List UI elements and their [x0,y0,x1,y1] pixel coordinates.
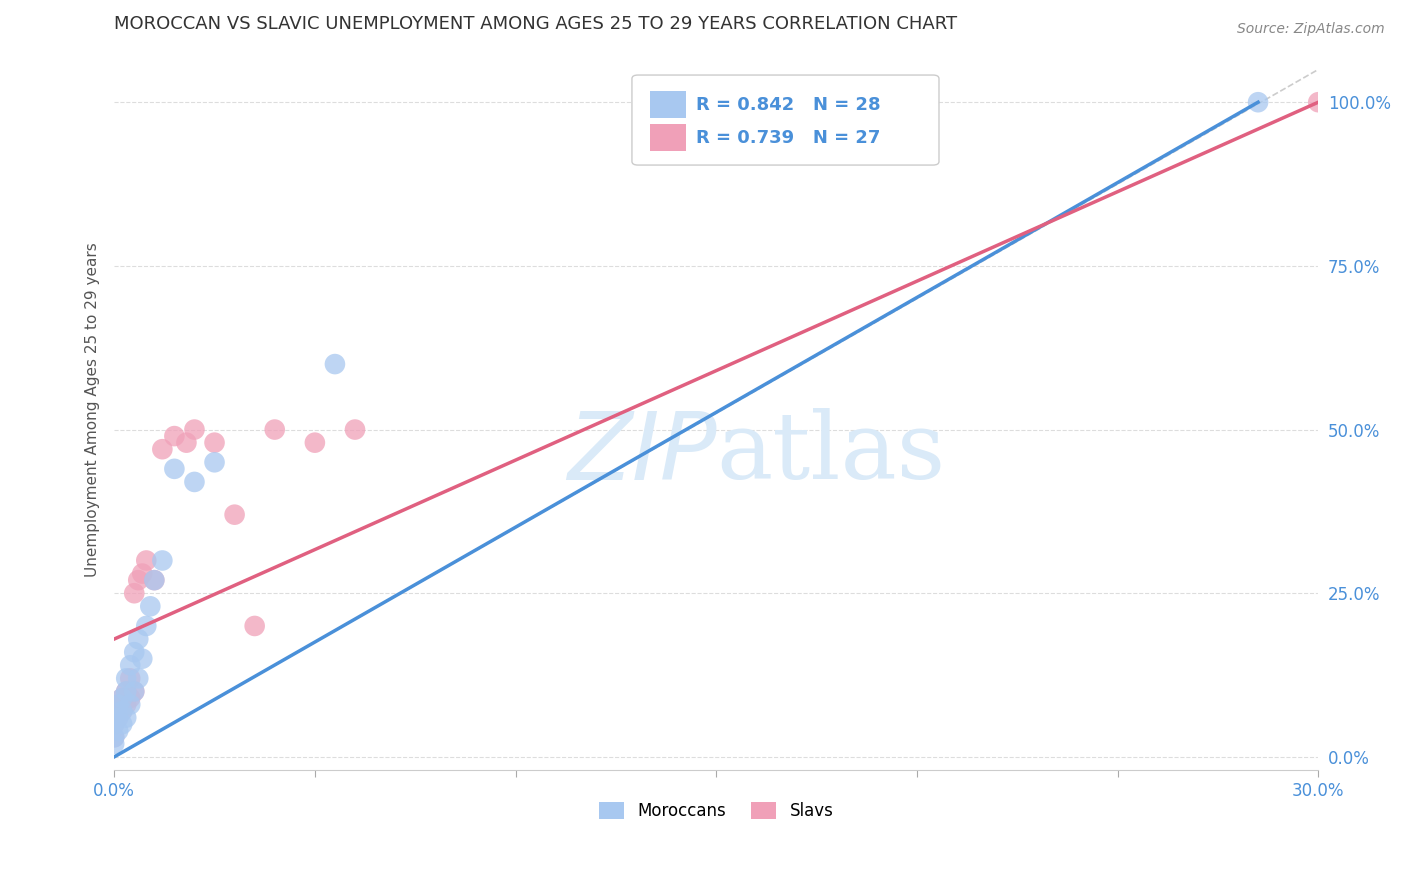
Point [122,684,145,698]
Text: ZIP: ZIP [567,408,716,499]
Point [143,573,166,587]
Point [243,619,266,633]
Point [183,475,205,489]
Point [122,586,145,600]
Bar [650,124,686,152]
Point [107,698,129,712]
Point [120,671,142,685]
Point [103,731,125,745]
Point [163,429,186,443]
Y-axis label: Unemployment Among Ages 25 to 29 years: Unemployment Among Ages 25 to 29 years [86,243,100,577]
Point [183,423,205,437]
Point [263,423,285,437]
Point [131,566,153,581]
Bar [650,91,686,119]
Point [115,711,138,725]
Point [204,455,226,469]
Point [120,658,142,673]
Text: Source: ZipAtlas.com: Source: ZipAtlas.com [1237,22,1385,37]
Point [176,435,198,450]
Point [150,553,173,567]
FancyBboxPatch shape [631,75,939,165]
Point [204,435,226,450]
Point [111,717,134,731]
Point [115,684,138,698]
Point [107,698,129,712]
Text: MOROCCAN VS SLAVIC UNEMPLOYMENT AMONG AGES 25 TO 29 YEARS CORRELATION CHART: MOROCCAN VS SLAVIC UNEMPLOYMENT AMONG AG… [114,15,957,33]
Point [323,357,346,371]
Point [111,690,134,705]
Point [122,645,145,659]
Text: atlas: atlas [716,409,945,498]
Point [143,573,166,587]
Point [131,651,153,665]
Point [1247,95,1270,110]
Point [115,671,138,685]
Point [127,632,149,646]
Point [224,508,246,522]
Point [304,435,326,450]
Point [135,553,157,567]
Point [107,711,129,725]
Point [111,704,134,718]
Point [163,462,186,476]
Point [120,698,142,712]
Text: R = 0.842   N = 28: R = 0.842 N = 28 [696,95,880,113]
Point [150,442,173,457]
Point [139,599,162,614]
Point [111,690,134,705]
Point [127,671,149,685]
Point [103,731,125,745]
Point [107,723,129,738]
Point [343,423,366,437]
Point [115,698,138,712]
Point [103,737,125,751]
Legend: Moroccans, Slavs: Moroccans, Slavs [592,795,839,827]
Point [107,711,129,725]
Point [103,717,125,731]
Point [1308,95,1330,110]
Point [111,704,134,718]
Point [135,619,157,633]
Point [127,573,149,587]
Point [122,684,145,698]
Text: R = 0.739   N = 27: R = 0.739 N = 27 [696,128,880,146]
Point [120,690,142,705]
Point [115,684,138,698]
Point [103,717,125,731]
